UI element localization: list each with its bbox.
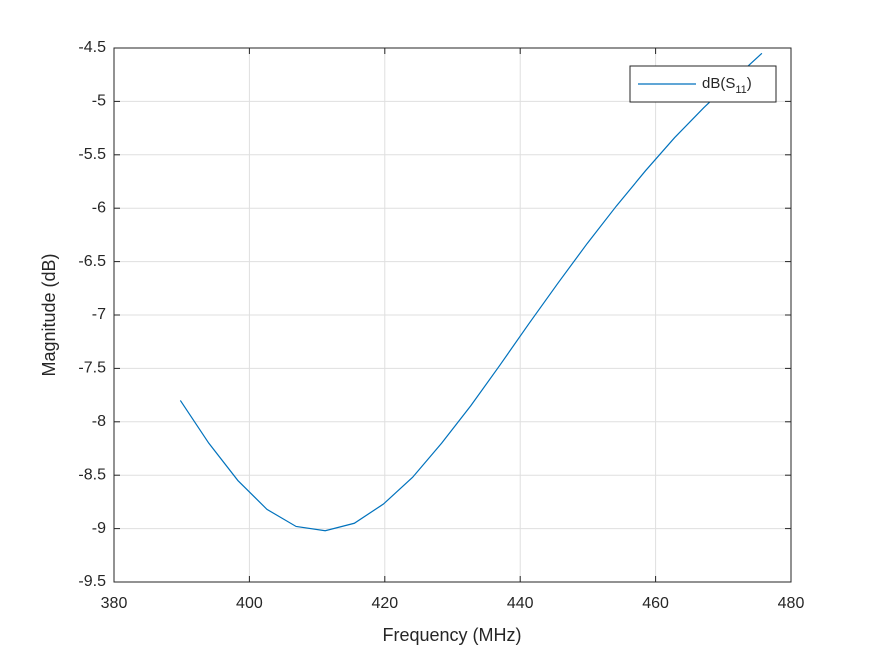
y-tick-label: -5.5 (78, 146, 106, 163)
y-tick-label: -6 (92, 199, 106, 216)
data-line (179, 52, 763, 532)
y-tick-label: -9 (92, 520, 106, 537)
y-tick-label: -8 (92, 413, 106, 430)
x-tick-label: 460 (642, 595, 669, 612)
y-tick-label: -5 (92, 93, 106, 110)
x-tick-label: 480 (778, 595, 805, 612)
y-tick-label: -6.5 (78, 253, 106, 270)
x-tick-label: 420 (371, 595, 398, 612)
axes-box (113, 47, 792, 583)
y-axis-label: Magnitude (dB) (39, 253, 59, 376)
x-tick-label: 400 (236, 595, 263, 612)
x-tick-label: 380 (101, 595, 128, 612)
y-tick-label: -8.5 (78, 466, 106, 483)
x-tick-label: 440 (507, 595, 534, 612)
legend-label: dB(S11) (702, 75, 752, 96)
y-tick-label: -7 (92, 306, 106, 323)
x-axis-label: Frequency (MHz) (382, 625, 521, 645)
y-tick-label: -7.5 (78, 360, 106, 377)
y-tick-label: -4.5 (78, 39, 106, 56)
y-tick-label: -9.5 (78, 573, 106, 590)
